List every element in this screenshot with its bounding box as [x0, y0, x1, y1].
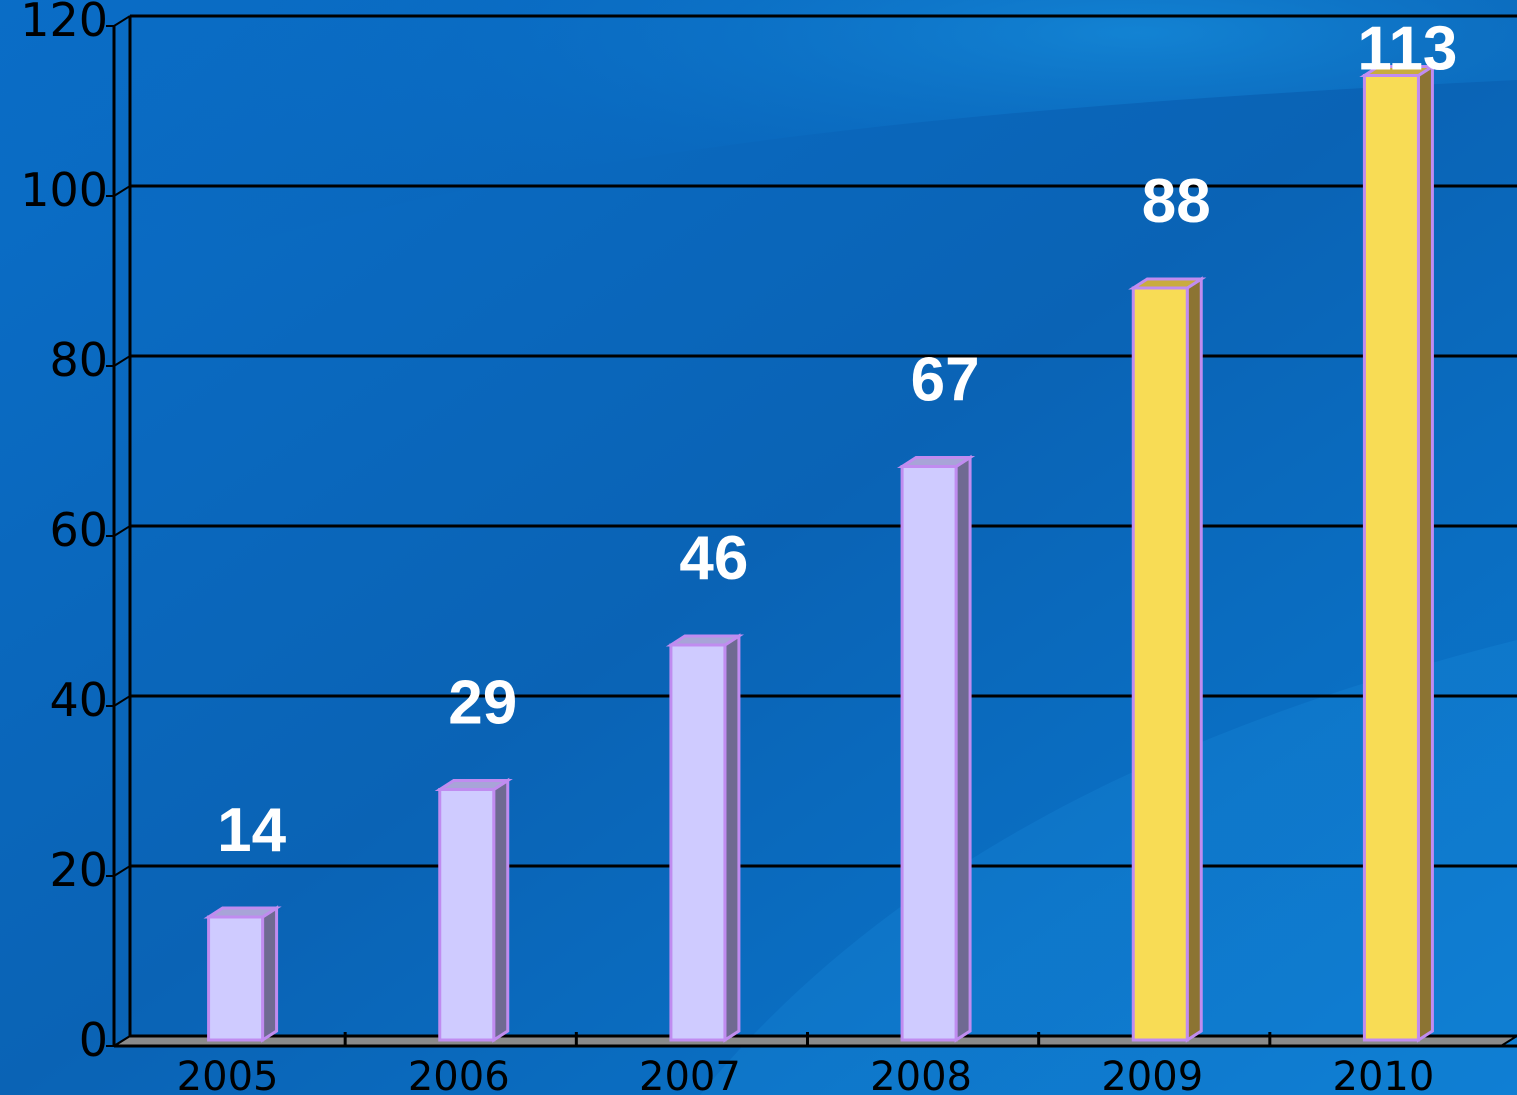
bar: [1128, 276, 1207, 1043]
x-tick-label: 2007: [639, 1054, 741, 1095]
bar-side: [954, 454, 972, 1043]
data-label: 88: [1142, 167, 1211, 236]
x-tick-label: 2006: [408, 1054, 510, 1095]
y-axis: 0 20 40 60 80 100 120: [20, 0, 132, 1067]
bar: [896, 454, 976, 1043]
y-tick-label: 40: [49, 673, 108, 727]
data-labels: 14 29 46 67 88 113: [217, 15, 1457, 866]
bar: [1359, 63, 1438, 1043]
data-label: 113: [1357, 15, 1457, 84]
bar-front: [438, 788, 496, 1042]
bars: [203, 63, 1438, 1043]
bar: [203, 905, 282, 1043]
x-axis: 2005 2006 2007 2008 2009 2010: [114, 1032, 1517, 1095]
data-label: 46: [679, 524, 748, 593]
bar-front: [207, 915, 265, 1042]
bar-front: [1362, 74, 1420, 1042]
bar: [665, 633, 745, 1043]
bar-side: [261, 905, 279, 1043]
data-label: 14: [217, 796, 286, 865]
bar-side: [492, 777, 510, 1043]
gridline-depth: [113, 865, 131, 877]
y-tick-label: 100: [20, 163, 108, 217]
y-tick-label: 60: [49, 503, 108, 557]
y-tick-label: 20: [49, 843, 108, 897]
x-tick-label: 2008: [870, 1054, 972, 1095]
bar-front: [669, 643, 727, 1042]
x-tick-label: 2010: [1333, 1054, 1435, 1095]
y-tick-label: 0: [79, 1013, 108, 1067]
gridline-depth: [113, 695, 131, 707]
bar-side: [723, 633, 741, 1043]
gridline-depth: [113, 1035, 131, 1047]
bar-front: [1131, 286, 1189, 1042]
bar-front: [900, 465, 958, 1042]
y-tick-label: 80: [49, 333, 108, 387]
bar: [434, 777, 513, 1043]
y-tick-label: 120: [20, 0, 108, 47]
data-label: 29: [448, 669, 517, 738]
gridline-depth: [113, 525, 131, 537]
background-swoosh: [0, 0, 1517, 330]
x-tick-label: 2005: [177, 1054, 279, 1095]
gridline-depth: [113, 355, 131, 367]
bar-side: [1185, 276, 1203, 1043]
data-label: 67: [911, 346, 980, 415]
bar-side: [1416, 63, 1434, 1043]
gridline-depth: [113, 185, 131, 197]
x-tick-label: 2009: [1101, 1054, 1203, 1095]
gridline-depth: [113, 15, 131, 27]
